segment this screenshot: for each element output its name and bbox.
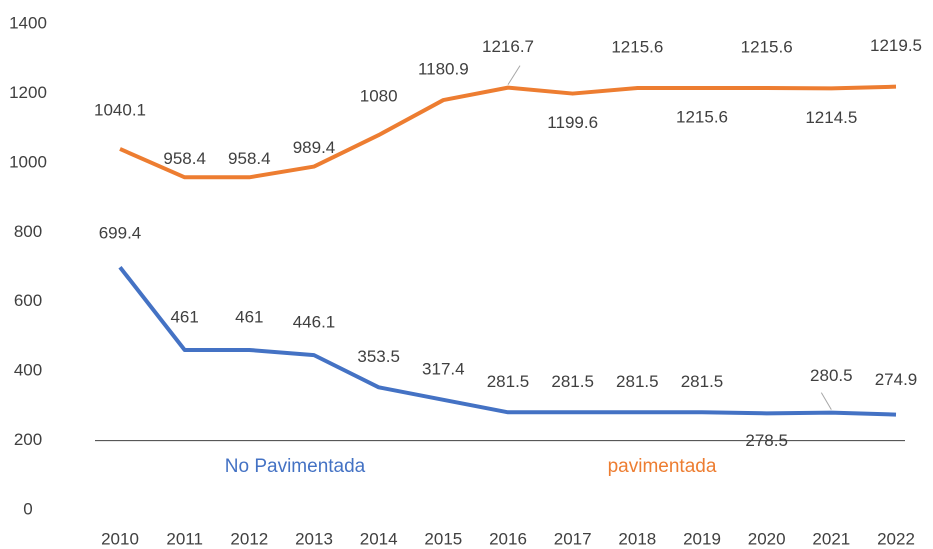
data-label: 353.5 [357, 347, 400, 366]
data-label: 281.5 [487, 372, 530, 391]
y-tick-label: 1400 [9, 13, 47, 32]
data-label: 274.9 [875, 370, 918, 389]
data-label: 699.4 [99, 224, 142, 243]
y-tick-label: 800 [14, 222, 42, 241]
data-label: 1215.6 [676, 107, 728, 126]
series-line [118, 265, 897, 417]
data-label: 1215.6 [611, 37, 663, 56]
x-tick-label: 2012 [230, 529, 268, 548]
y-tick-label: 600 [14, 291, 42, 310]
data-label: 989.4 [293, 138, 336, 157]
x-tick-label: 2020 [748, 529, 786, 548]
legend-label: No Pavimentada [225, 456, 366, 477]
x-tick-label: 2013 [295, 529, 333, 548]
data-label: 281.5 [551, 372, 594, 391]
data-label: 958.4 [163, 149, 206, 168]
x-tick-label: 2014 [360, 529, 398, 548]
data-label: 1180.9 [418, 60, 469, 79]
data-label: 281.5 [681, 372, 724, 391]
x-tick-label: 2017 [554, 529, 592, 548]
x-tick-label: 2016 [489, 529, 527, 548]
data-label: 317.4 [422, 359, 465, 378]
y-tick-label: 0 [23, 499, 32, 518]
legend-label: pavimentada [608, 456, 717, 477]
data-label: 1080 [360, 87, 398, 106]
leader-line [820, 392, 832, 410]
x-tick-label: 2021 [812, 529, 850, 548]
y-tick-label: 1000 [9, 152, 47, 171]
data-label: 280.5 [810, 366, 853, 385]
leader-line [507, 65, 521, 85]
x-tick-label: 2015 [424, 529, 462, 548]
data-label: 461 [235, 307, 263, 326]
data-label: 1219.5 [870, 36, 922, 55]
x-tick-label: 2022 [877, 529, 915, 548]
x-tick-label: 2011 [166, 529, 203, 548]
data-label: 1215.6 [741, 37, 793, 56]
x-tick-label: 2018 [618, 529, 656, 548]
data-label: 1214.5 [805, 108, 857, 127]
data-label: 446.1 [293, 313, 336, 332]
data-label: 958.4 [228, 149, 271, 168]
data-label: 1216.7 [482, 37, 534, 56]
data-label: 1040.1 [94, 100, 146, 119]
y-tick-label: 1200 [9, 83, 47, 102]
x-tick-label: 2019 [683, 529, 721, 548]
x-tick-label: 2010 [101, 529, 139, 548]
y-tick-label: 200 [14, 430, 42, 449]
data-label: 278.5 [745, 431, 788, 450]
y-tick-label: 400 [14, 361, 42, 380]
data-label: 281.5 [616, 372, 659, 391]
data-label: 1199.6 [547, 113, 598, 132]
data-label: 461 [170, 307, 198, 326]
series-line [119, 84, 897, 180]
